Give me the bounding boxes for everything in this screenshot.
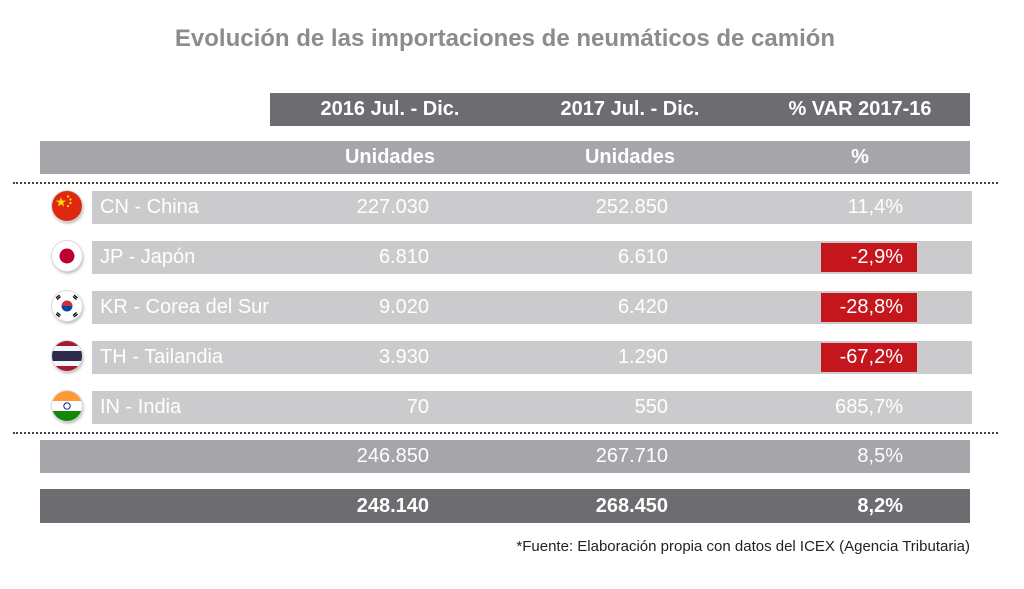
table-row: CN - China 227.030 252.850 11,4% — [92, 191, 972, 224]
negative-highlight — [821, 243, 917, 272]
row-value-2017: 6.420 — [617, 296, 668, 318]
row-var: -2,9% — [850, 246, 903, 268]
subtotal-value-2017: 267.710 — [595, 445, 668, 467]
header-col-var: % VAR 2017-16 — [788, 98, 932, 120]
row-value-2016: 6.810 — [378, 246, 429, 268]
total-row: 248.140 268.450 8,2% — [40, 489, 970, 523]
row-value-2016: 227.030 — [356, 196, 429, 218]
row-var: 11,4% — [847, 196, 903, 218]
row-var: 685,7% — [835, 396, 903, 418]
table-row: IN - India 70 550 685,7% — [92, 391, 972, 424]
table-row: JP - Japón 6.810 6.610 -2,9% — [92, 241, 972, 274]
row-country: CN - China — [100, 196, 199, 218]
china-flag-icon — [52, 191, 82, 221]
header-periods-bar: 2016 Jul. - Dic. 2017 Jul. - Dic. % VAR … — [270, 93, 970, 126]
divider-top — [13, 182, 998, 184]
row-value-2017: 6.610 — [617, 246, 668, 268]
header-unit-var: % — [851, 146, 869, 168]
row-country: IN - India — [100, 396, 182, 418]
header-unit-2016: Unidades — [344, 146, 436, 168]
row-var: -67,2% — [839, 346, 903, 368]
table-row: TH - Tailandia 3.930 1.290 -67,2% — [92, 341, 972, 374]
row-var: -28,8% — [839, 296, 903, 318]
source-note: *Fuente: Elaboración propia con datos de… — [516, 538, 970, 555]
row-country: JP - Japón — [100, 246, 196, 268]
row-value-2017: 1.290 — [617, 346, 668, 368]
row-value-2016: 70 — [406, 396, 429, 418]
header-units-bar: Unidades Unidades % — [40, 141, 970, 174]
subtotal-value-2016: 246.850 — [356, 445, 429, 467]
subtotal-row: 246.850 267.710 8,5% — [40, 440, 970, 473]
row-country: TH - Tailandia — [100, 346, 224, 368]
row-value-2017: 550 — [634, 396, 668, 418]
india-flag-icon — [52, 391, 82, 421]
thailand-flag-icon — [52, 341, 82, 371]
negative-highlight — [821, 293, 917, 322]
header-unit-2017: Unidades — [584, 146, 676, 168]
chart-title: Evolución de las importaciones de neumát… — [174, 25, 836, 52]
japan-flag-icon — [52, 241, 82, 271]
row-value-2017: 252.850 — [595, 196, 668, 218]
row-country: KR - Corea del Sur — [100, 296, 269, 318]
negative-highlight — [821, 343, 917, 372]
header-col-2017: 2017 Jul. - Dic. — [560, 98, 700, 120]
total-value-2017: 268.450 — [595, 494, 668, 517]
total-var: 8,2% — [857, 494, 903, 517]
divider-bottom — [13, 432, 998, 434]
table-row: KR - Corea del Sur 9.020 6.420 -28,8% — [92, 291, 972, 324]
header-col-2016: 2016 Jul. - Dic. — [320, 98, 460, 120]
row-value-2016: 9.020 — [378, 296, 429, 318]
total-value-2016: 248.140 — [356, 494, 429, 517]
south-korea-flag-icon — [52, 291, 82, 321]
subtotal-var: 8,5% — [857, 445, 903, 467]
row-value-2016: 3.930 — [378, 346, 429, 368]
